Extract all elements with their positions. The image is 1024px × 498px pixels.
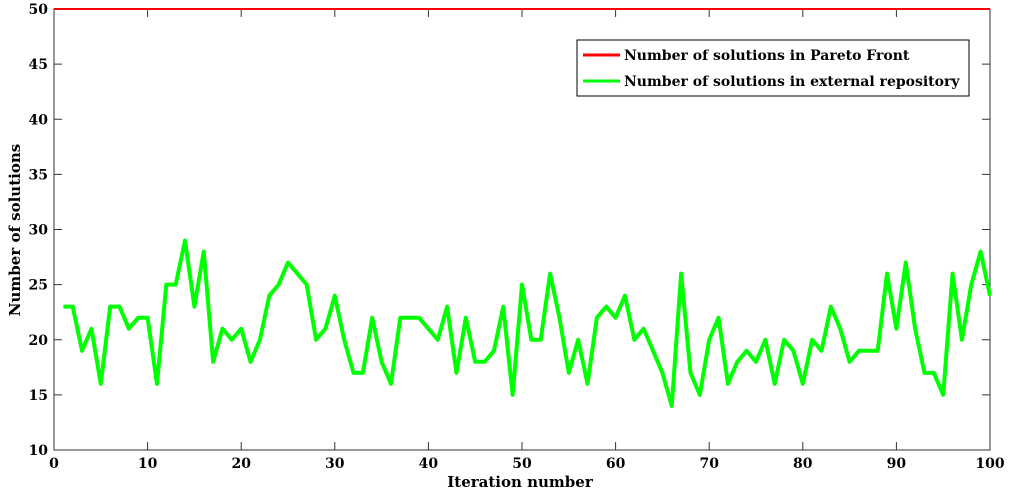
y-tick-label: 30 [29,223,49,239]
y-axis-label: Number of solutions [6,144,24,316]
x-tick-label: 90 [887,456,907,472]
x-tick-label: 70 [699,456,719,472]
x-axis-label: Iteration number [447,473,594,491]
x-tick-label: 100 [975,456,1004,472]
y-tick-label: 25 [29,278,48,294]
legend-label-repository: Number of solutions in external reposito… [624,74,960,90]
x-tick-label: 30 [325,456,345,472]
y-tick-label: 15 [29,388,48,404]
x-tick-label: 60 [606,456,626,472]
y-tick-label: 45 [29,57,48,73]
y-tick-label: 10 [29,443,49,459]
legend-label-pareto: Number of solutions in Pareto Front [624,48,910,64]
series-line-repository [63,238,992,408]
x-tick-label: 80 [793,456,813,472]
x-tick-label: 10 [138,456,158,472]
y-tick-label: 20 [29,333,49,349]
x-tick-label: 40 [419,456,439,472]
y-tick-label: 35 [29,167,48,183]
y-tick-label: 50 [29,2,49,18]
y-tick-label: 40 [29,112,49,128]
series-group [54,8,992,408]
x-tick-label: 0 [49,456,59,472]
x-tick-label: 20 [231,456,251,472]
legend-box [576,39,970,97]
x-tick-label: 50 [512,456,532,472]
legend: Number of solutions in Pareto Front Numb… [576,39,970,97]
